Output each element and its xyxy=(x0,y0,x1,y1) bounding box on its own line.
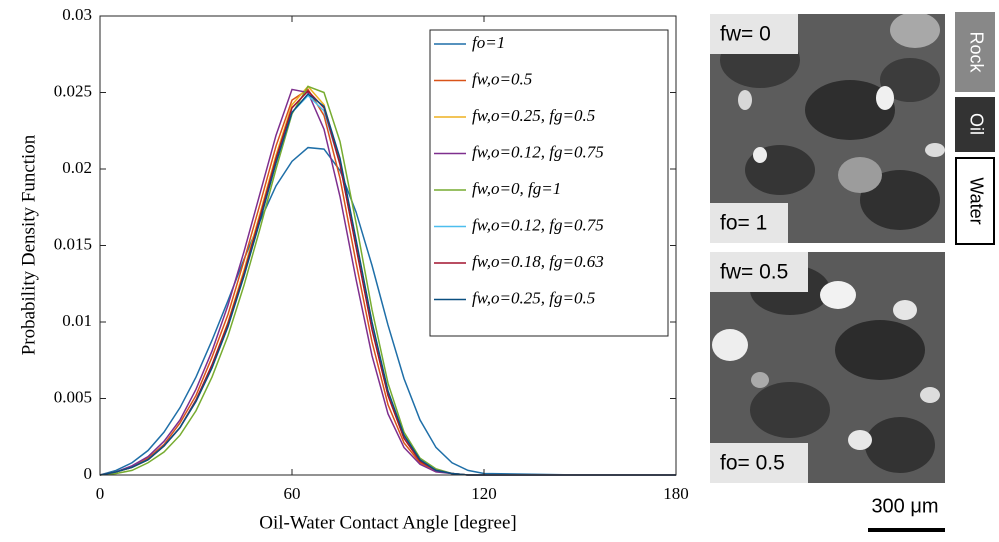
legend-box xyxy=(429,29,669,337)
scale-bar xyxy=(868,528,945,532)
label-box xyxy=(710,252,808,292)
label-box xyxy=(710,443,808,483)
legend-label: fo=1 xyxy=(472,33,505,52)
x-axis-label: Oil-Water Contact Angle [degree] xyxy=(259,512,517,533)
legend-label: fw,o=0.18, fg=0.63 xyxy=(472,252,604,271)
series-line xyxy=(99,93,676,476)
chart: 0 60 120 180 0 0.005 0.01 0.015 0.02 0.025 0.03 fo=… xyxy=(54,5,689,503)
legend-label: fw,o=0.12, fg=0.75 xyxy=(472,142,604,161)
x-tick-label: 180 xyxy=(663,484,689,503)
legend-label: fw,o=0.12, fg=0.75 xyxy=(472,215,604,234)
legend-label: fw,o=0.25, fg=0.5 xyxy=(472,288,595,307)
panel-label: fw= 0 xyxy=(720,23,771,46)
phase-swatch xyxy=(955,12,995,92)
label-box xyxy=(710,203,788,243)
phase-label: Oil xyxy=(966,113,986,135)
x-tick-label: 60 xyxy=(284,484,301,503)
panel-label: fw= 0.5 xyxy=(720,261,788,284)
x-tick-label: 0 xyxy=(96,484,105,503)
phase-label: Rock xyxy=(966,31,986,73)
x-tick-label: 120 xyxy=(471,484,497,503)
series-line xyxy=(99,146,676,476)
legend-label: fw,o=0.5 xyxy=(472,69,532,88)
label-box xyxy=(710,14,798,54)
phase-label: Water xyxy=(966,177,986,224)
panel-label: fo= 1 xyxy=(720,212,767,235)
legend-label: fw,o=0.25, fg=0.5 xyxy=(472,106,595,125)
scale-label: 300 μm xyxy=(871,495,938,517)
y-tick-label: 0 xyxy=(84,464,93,483)
y-tick-label: 0.005 xyxy=(54,387,92,406)
y-tick-label: 0.025 xyxy=(54,81,92,100)
y-tick-label: 0.03 xyxy=(62,5,92,24)
phase-swatch xyxy=(955,97,995,152)
y-tick-label: 0.015 xyxy=(54,234,92,253)
y-tick-label: 0.01 xyxy=(62,311,92,330)
phase-swatch xyxy=(955,157,995,245)
y-axis-label: Probability Density Function xyxy=(18,134,39,355)
legend-label: fw,o=0, fg=1 xyxy=(472,179,561,198)
panel-label: fo= 0.5 xyxy=(720,452,785,475)
y-tick-label: 0.02 xyxy=(62,158,92,177)
